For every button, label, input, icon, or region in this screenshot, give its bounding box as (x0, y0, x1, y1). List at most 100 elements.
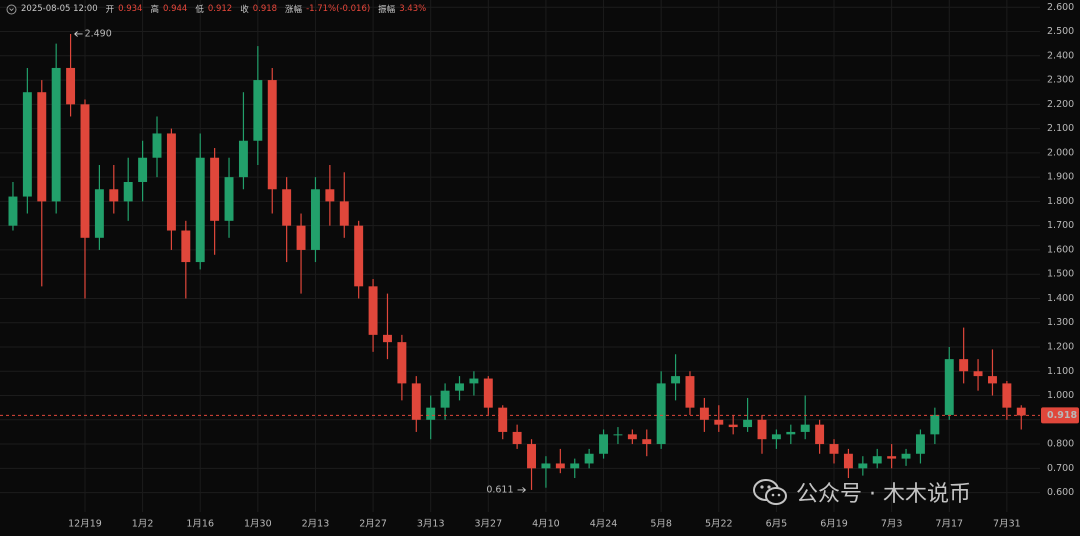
candle-body (1016, 407, 1026, 416)
y-tick-label: 2.200 (1047, 99, 1074, 110)
candle-body (728, 424, 738, 428)
candle-body (829, 444, 839, 454)
last-price-box (1041, 407, 1079, 424)
candle-body (843, 453, 853, 469)
y-tick-label: 1.800 (1047, 196, 1074, 207)
candle-body (699, 407, 709, 420)
candle-body (858, 463, 868, 469)
candle-body (685, 376, 695, 408)
candle-body (469, 378, 479, 384)
open: 0.934 (118, 4, 143, 14)
y-tick-label: 1.900 (1047, 172, 1074, 183)
collapse-icon[interactable] (6, 4, 17, 15)
y-tick-label: 1.300 (1047, 317, 1074, 328)
x-tick-label: 3月27 (474, 519, 502, 530)
last-price-label: 0.918 (1047, 410, 1077, 421)
x-tick-label: 1月2 (132, 519, 154, 530)
watermark: 公众号 · 木木说币 (752, 476, 971, 508)
candle-body (512, 431, 522, 445)
change-label: 涨幅 (285, 5, 303, 15)
time: 2025-08-05 12:00 (21, 4, 98, 14)
close: 0.918 (252, 4, 278, 14)
candle-body (555, 463, 565, 469)
candle-body (339, 201, 349, 226)
candle-body (1002, 383, 1012, 408)
candle-body (570, 463, 580, 469)
candle-body (440, 390, 450, 408)
y-tick-label: 2.500 (1047, 26, 1074, 37)
candle-body (411, 383, 421, 420)
candle-body (671, 376, 681, 384)
x-tick-label: 4月24 (590, 519, 618, 530)
x-tick-label: 2月13 (302, 519, 330, 530)
x-tick-label: 7月3 (881, 519, 903, 530)
candle-body (426, 407, 436, 420)
candle-body (37, 92, 47, 202)
high-label: 高 (150, 5, 159, 15)
candle-body (22, 92, 32, 197)
candle-body (757, 419, 767, 440)
y-tick-label: 1.400 (1047, 293, 1074, 304)
candle-body (498, 407, 508, 432)
candle-body (282, 189, 292, 226)
candle-body (527, 444, 536, 469)
candle-body (210, 157, 220, 221)
y-tick-label: 0.600 (1047, 487, 1074, 498)
candle-body (354, 225, 364, 287)
y-tick-label: 1.700 (1047, 220, 1074, 231)
candle-body (397, 342, 407, 384)
y-tick-label: 1.000 (1047, 390, 1074, 401)
x-tick-label: 1月16 (186, 519, 214, 530)
candle-body (483, 378, 493, 408)
x-tick-label: 5月22 (705, 519, 733, 530)
candle-body (930, 414, 940, 435)
low-label: 低 (195, 5, 204, 15)
candle-body (887, 456, 897, 459)
wechat-icon (753, 479, 787, 505)
candle-body (166, 133, 176, 231)
y-tick-label: 0.700 (1047, 463, 1074, 474)
candle-body (988, 376, 997, 384)
candle-body (310, 189, 320, 250)
low-annotation: 0.611 (486, 484, 513, 495)
candle-body (94, 189, 104, 238)
y-tick-label: 2.400 (1047, 50, 1074, 61)
high-annotation: 2.490 (85, 28, 112, 39)
x-tick-label: 4月10 (532, 519, 560, 530)
y-tick-label: 1.500 (1047, 269, 1074, 280)
candle-body (786, 431, 796, 435)
y-tick-label: 2.600 (1047, 2, 1074, 13)
candle-body (123, 181, 133, 202)
x-tick-label: 6月19 (820, 519, 848, 530)
candle-body (51, 67, 61, 202)
candle-body (872, 456, 882, 464)
candle-body (973, 371, 983, 377)
candle-body (80, 104, 90, 238)
candle-body (296, 225, 306, 250)
y-tick-label: 2.100 (1047, 123, 1074, 134)
arrow (74, 31, 83, 37)
y-tick-label: 1.600 (1047, 244, 1074, 255)
candle-body (815, 424, 825, 445)
candle-body (771, 434, 781, 440)
candle-body (584, 453, 594, 464)
candle-body (383, 334, 392, 343)
x-tick-label: 2月27 (359, 519, 387, 530)
amplitude-label: 振幅 (378, 5, 396, 15)
candles: 2.490 0.611 (0, 28, 1040, 495)
y-tick-label: 2.000 (1047, 147, 1074, 158)
candle-body (599, 434, 609, 454)
candle-body (138, 157, 148, 182)
x-tick-label: 5月8 (650, 519, 672, 530)
candle-body (915, 434, 925, 454)
candle-body (656, 383, 666, 445)
open-label: 开 (105, 5, 115, 15)
candle-body (325, 189, 335, 202)
y-tick-label: 1.200 (1047, 341, 1074, 352)
amplitude: 3.43% (399, 4, 427, 14)
candle-body (944, 359, 954, 415)
